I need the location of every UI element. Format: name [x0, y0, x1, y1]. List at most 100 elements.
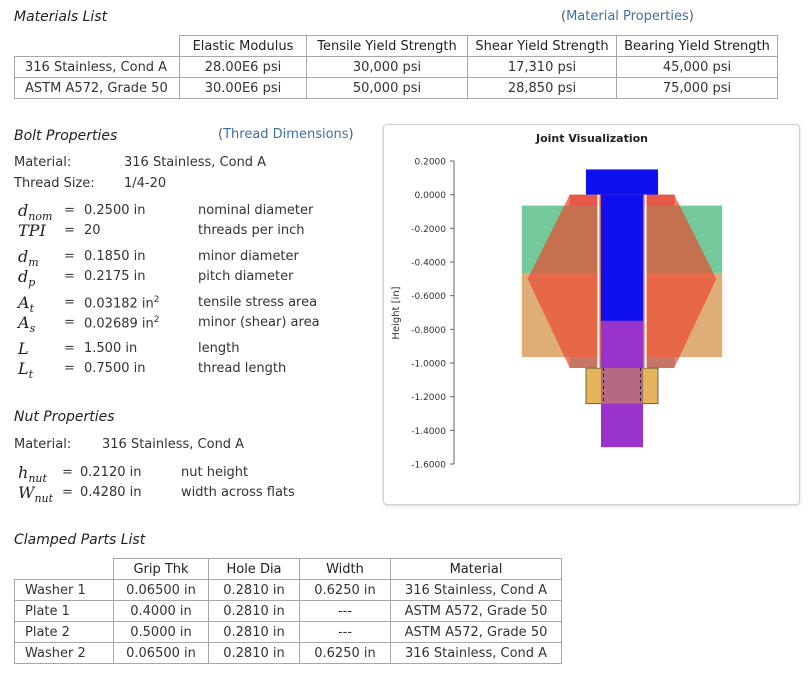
- table-cell: 30,000 psi: [306, 56, 468, 78]
- param-value: 1.500 in: [84, 341, 137, 356]
- param-desc: length: [198, 341, 240, 356]
- thread-size-label: Thread Size:: [14, 176, 95, 191]
- param-value-text: 0.02689 in: [84, 316, 154, 332]
- param-symbol-base: d: [18, 247, 29, 266]
- param-symbol: dp: [18, 267, 35, 289]
- table-cell: Plate 2: [14, 621, 114, 643]
- y-axis-label: Height [in]: [391, 286, 402, 339]
- bolt-shank: [600, 194, 644, 321]
- table-cell: Washer 2: [14, 642, 114, 664]
- table-cell: 0.2810 in: [208, 642, 300, 664]
- col-header-tensile-yield: Tensile Yield Strength: [306, 35, 468, 57]
- table-cell: 28,850 psi: [467, 77, 617, 99]
- equals-sign: =: [62, 485, 73, 500]
- param-symbol-sub: t: [29, 302, 34, 316]
- param-symbol-base: A: [18, 313, 30, 332]
- param-value-sup: 2: [153, 315, 160, 325]
- param-desc: minor diameter: [198, 249, 299, 264]
- y-tick-label: 0.2000: [415, 158, 447, 168]
- param-symbol-sub: m: [28, 256, 39, 270]
- param-symbol: TPI: [18, 221, 46, 240]
- param-value-text: 0.1850 in: [84, 249, 146, 264]
- table-cell: ASTM A572, Grade 50: [14, 77, 180, 99]
- table-cell: 316 Stainless, Cond A: [390, 579, 562, 601]
- thread-size-value: 1/4-20: [124, 176, 167, 191]
- bolt-material-value: 316 Stainless, Cond A: [124, 155, 267, 170]
- equals-sign: =: [64, 203, 75, 218]
- param-desc: nominal diameter: [198, 203, 314, 218]
- param-symbol-sub: p: [28, 276, 36, 290]
- param-value: 20: [84, 223, 101, 238]
- table-row: Washer 1 0.06500 in 0.2810 in 0.6250 in 316 …: [14, 579, 562, 601]
- table-header-row: Grip Thk Hole Dia Width Material: [14, 558, 562, 580]
- param-value: 0.03182 in2: [84, 295, 159, 311]
- param-symbol-base: d: [18, 201, 29, 220]
- param-symbol-sub: nut: [34, 492, 54, 506]
- param-symbol: L: [18, 339, 29, 358]
- param-value: 0.2500 in: [84, 203, 145, 218]
- param-value-text: 0.2500 in: [84, 203, 146, 218]
- y-tick-label: -1.6000: [411, 461, 446, 471]
- bolt-properties-title: Bolt Properties: [14, 128, 118, 144]
- table-header-row: Elastic Modulus Tensile Yield Strength S…: [14, 35, 778, 57]
- equals-sign: =: [64, 269, 75, 284]
- nut-thread-overlap: [600, 368, 644, 404]
- table-cell: 0.2810 in: [208, 579, 300, 601]
- col-header-blank: [14, 558, 114, 580]
- table-cell: 30.00E6 psi: [179, 77, 307, 99]
- col-header-material: Material: [390, 558, 562, 580]
- equals-sign: =: [64, 249, 75, 264]
- nut-material-value: 316 Stainless, Cond A: [102, 437, 245, 452]
- table-cell: 0.06500 in: [113, 642, 209, 664]
- param-symbol: hnut: [18, 463, 47, 485]
- chart-svg: Joint Visualization 0.2000 0.0000 -0.2000 -0…: [391, 132, 723, 471]
- materials-table: Elastic Modulus Tensile Yield Strength S…: [14, 35, 778, 99]
- equals-sign: =: [64, 223, 75, 238]
- table-cell: ---: [299, 621, 391, 643]
- table-cell: ASTM A572, Grade 50: [390, 621, 562, 643]
- param-symbol-base: TPI: [18, 221, 46, 240]
- y-tick-label: -0.2000: [411, 225, 446, 235]
- material-properties-link-text[interactable]: Material Properties: [566, 9, 689, 24]
- table-cell: Washer 1: [14, 579, 114, 601]
- param-symbol-base: d: [18, 267, 29, 286]
- param-symbol: As: [18, 313, 35, 335]
- bolt-head: [585, 169, 659, 195]
- table-row: ASTM A572, Grade 50 30.00E6 psi 50,000 p…: [14, 77, 778, 99]
- table-cell: 17,310 psi: [467, 56, 617, 78]
- param-symbol-base: L: [18, 339, 29, 358]
- table-row: 316 Stainless, Cond A 28.00E6 psi 30,000…: [14, 56, 778, 78]
- chart-title: Joint Visualization: [535, 132, 648, 145]
- clamped-parts-table: Grip Thk Hole Dia Width Material Washer …: [14, 558, 562, 664]
- param-value: 0.7500 in: [84, 361, 145, 376]
- col-header-hole-dia: Hole Dia: [208, 558, 300, 580]
- table-row: Washer 2 0.06500 in 0.2810 in 0.6250 in 316 …: [14, 642, 562, 664]
- y-tick-label: -0.8000: [411, 326, 446, 336]
- joint-visualization-chart: Joint Visualization 0.2000 0.0000 -0.2000 -0…: [383, 124, 800, 505]
- equals-sign: =: [64, 361, 75, 376]
- thread-dimensions-link-text[interactable]: Thread Dimensions: [223, 127, 349, 142]
- col-header-blank: [14, 35, 180, 57]
- bolt-material-label: Material:: [14, 155, 72, 170]
- table-cell: 0.4000 in: [113, 600, 209, 622]
- param-symbol: At: [18, 293, 34, 315]
- thread-dimensions-link[interactable]: (Thread Dimensions): [218, 127, 354, 142]
- param-symbol-base: A: [18, 293, 30, 312]
- param-value-sup: 2: [153, 295, 160, 305]
- material-properties-link[interactable]: (Material Properties): [561, 9, 694, 24]
- param-value: 0.2175 in: [84, 269, 145, 284]
- table-cell: 75,000 psi: [616, 77, 778, 99]
- col-header-elastic-modulus: Elastic Modulus: [179, 35, 307, 57]
- param-desc: nut height: [181, 465, 249, 480]
- table-cell: Plate 1: [14, 600, 114, 622]
- nut-properties-title: Nut Properties: [14, 409, 115, 425]
- table-cell: 316 Stainless, Cond A: [14, 56, 180, 78]
- table-cell: 28.00E6 psi: [179, 56, 307, 78]
- param-value-text: 20: [84, 223, 101, 238]
- table-cell: ---: [299, 600, 391, 622]
- col-header-grip-thk: Grip Thk: [113, 558, 209, 580]
- param-symbol-sub: s: [29, 322, 36, 336]
- table-cell: 0.5000 in: [113, 621, 209, 643]
- param-value-text: 0.03182 in: [84, 296, 154, 312]
- param-value: 0.2120 in: [80, 465, 142, 480]
